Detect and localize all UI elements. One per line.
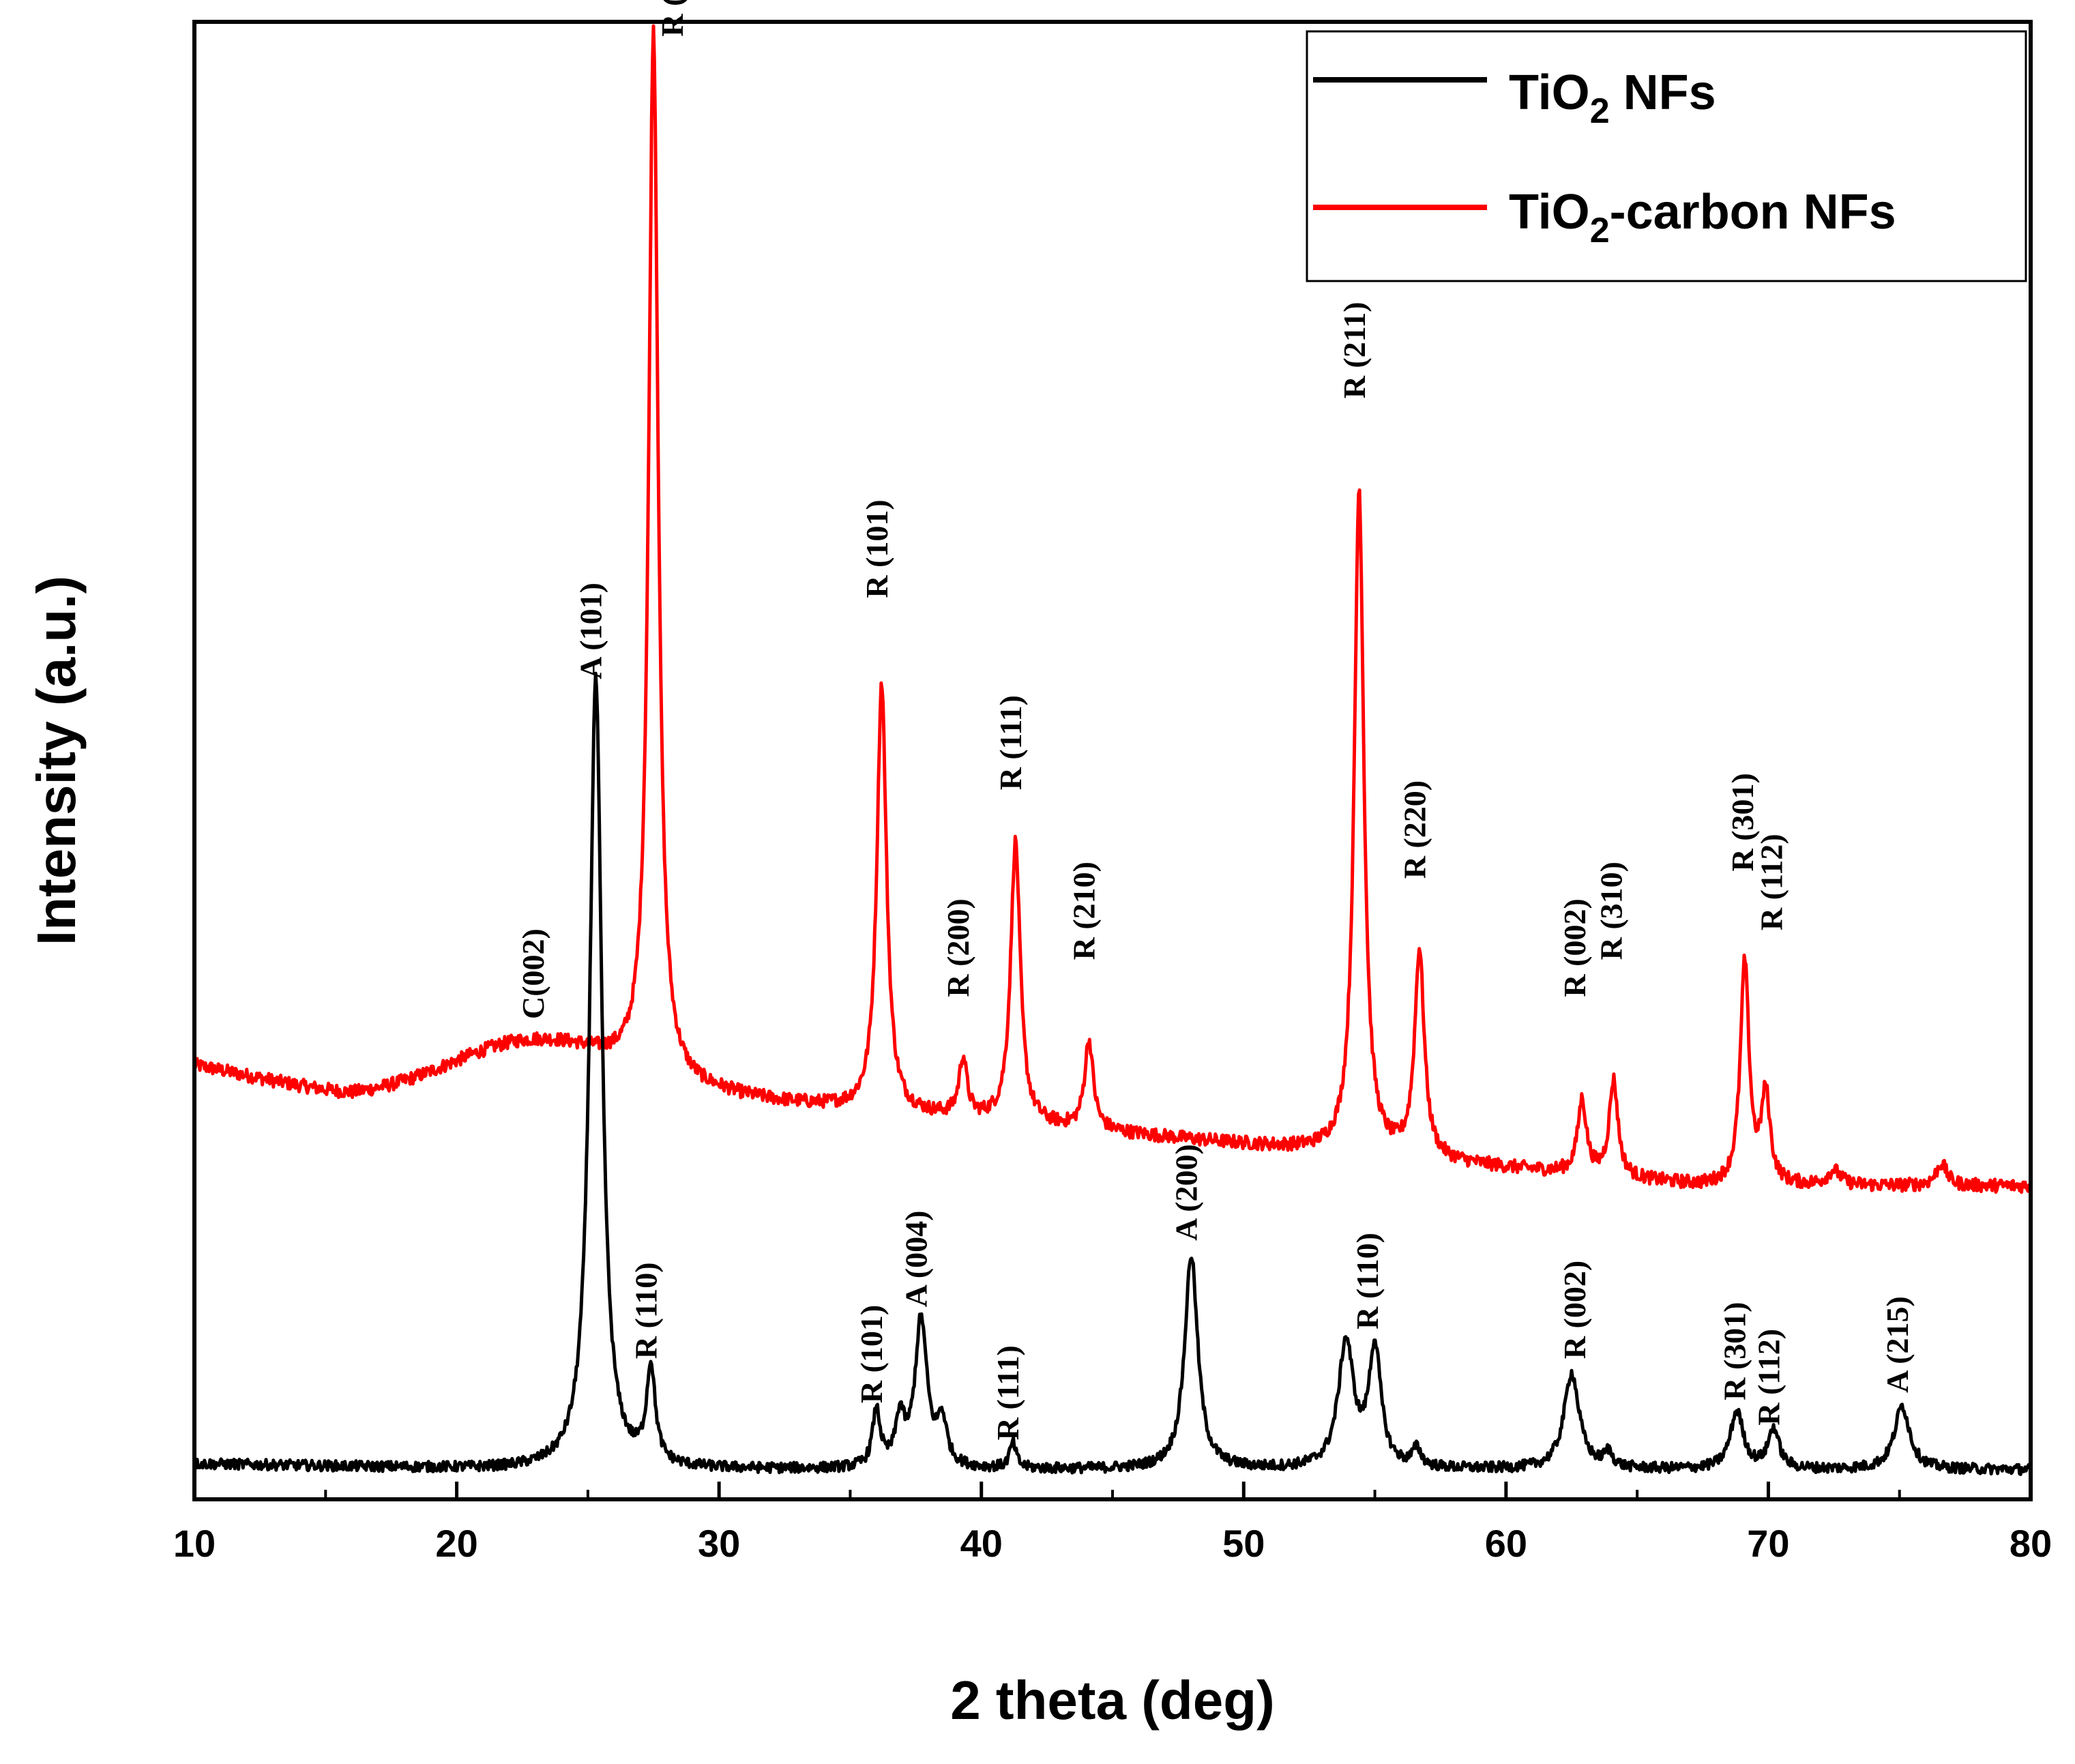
peak-label: R (301) [1725, 773, 1760, 871]
peak-label: A (215) [1880, 1296, 1915, 1393]
peak-label: R (112) [1751, 1329, 1786, 1426]
peak-label: C(002) [516, 928, 550, 1019]
x-tick-label: 80 [2010, 1522, 2052, 1565]
peak-label: R (002) [1557, 898, 1592, 997]
peak-label: R (310) [1594, 862, 1629, 960]
x-tick-label: 50 [1222, 1522, 1265, 1565]
legend-label-tio2-carbon: TiO2-carbon NFs [1509, 185, 1896, 250]
y-axis-title: Intensity (a.u.) [26, 576, 87, 945]
x-tick-label: 40 [960, 1522, 1003, 1565]
plot-area: A (101) R (110) R (101) A (004) R (111) A (20… [173, 0, 2052, 1565]
peak-label: R (211) [1337, 302, 1372, 398]
peak-label: A (004) [899, 1211, 934, 1308]
x-tick-label: 60 [1485, 1522, 1527, 1565]
peak-label: R (111) [993, 695, 1028, 790]
peak-label: R (200) [941, 898, 975, 997]
peak-label: R (101) [859, 499, 894, 598]
x-tick-label: 20 [435, 1522, 477, 1565]
peak-label: R (110) [655, 0, 690, 37]
peak-label: R (110) [1350, 1233, 1385, 1329]
series-layer [194, 24, 2031, 1476]
series-line-tio2-carbon [194, 24, 2031, 1194]
peak-label: R (111) [990, 1345, 1025, 1440]
legend-label-tio2: TiO2 NFs [1509, 65, 1716, 131]
legend-box [1306, 30, 2027, 282]
peak-label: R (002) [1557, 1261, 1592, 1359]
peak-label: R (210) [1067, 862, 1102, 960]
peak-label: A (101) [574, 583, 608, 679]
x-axis-title: 2 theta (deg) [950, 1670, 1275, 1731]
peak-label: A (200) [1169, 1144, 1204, 1241]
legend: TiO2 NFs TiO2-carbon NFs [1306, 30, 2027, 282]
peak-label: R (112) [1754, 834, 1789, 930]
peak-label: R (301) [1717, 1302, 1752, 1400]
x-axis-ticks: 10 20 30 40 50 60 70 80 [173, 1482, 2052, 1565]
x-tick-label: 70 [1747, 1522, 1789, 1565]
series-line-tio2 [194, 671, 2031, 1476]
peak-label: R (110) [629, 1262, 664, 1359]
x-tick-label: 30 [698, 1522, 740, 1565]
peak-label: R (101) [854, 1305, 889, 1403]
x-tick-label: 10 [173, 1522, 216, 1565]
annotation-layer: A (101) R (110) R (101) A (004) R (111) A (20… [516, 0, 1915, 1440]
peak-label: R (220) [1397, 780, 1432, 879]
